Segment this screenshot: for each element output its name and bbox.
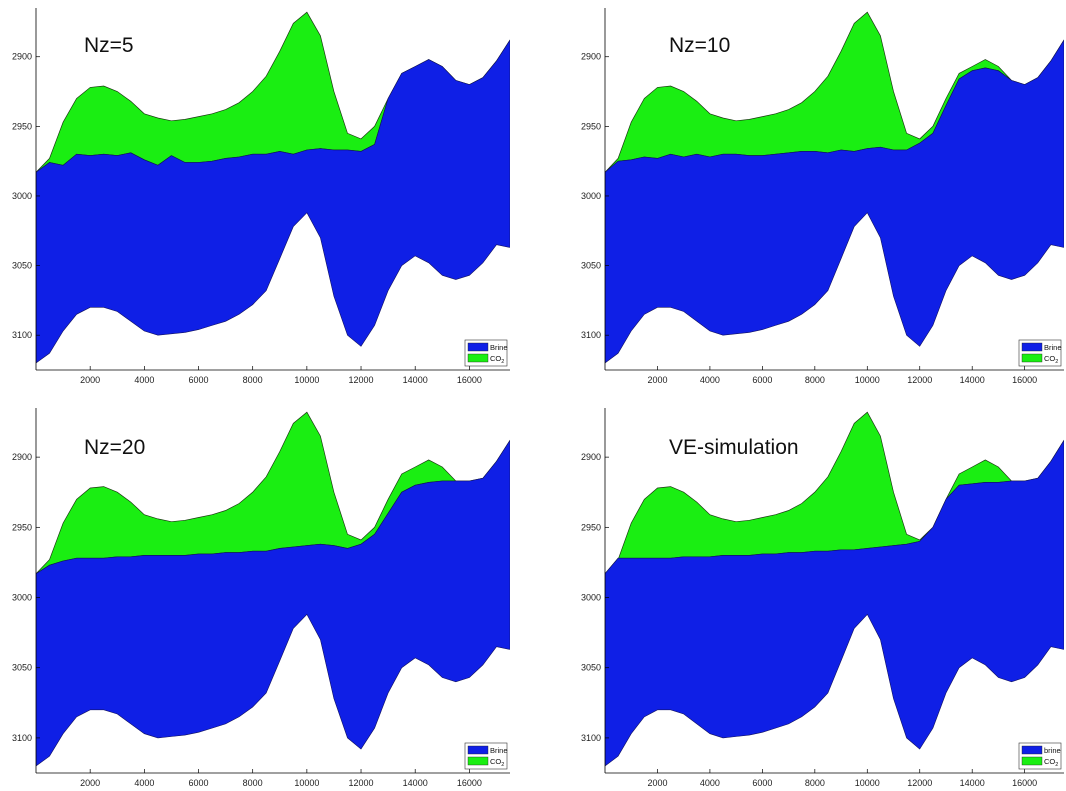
- chart-panel-3: 2000 4000 6000 8000 10000 12000 14000 16000 2900…: [12, 408, 510, 788]
- y-tick-label: 2950: [581, 121, 601, 131]
- legend-label: Brine: [1044, 343, 1062, 352]
- x-tick-label: 6000: [752, 778, 772, 788]
- x-tick-label: 12000: [907, 778, 932, 788]
- x-tick-label: 8000: [243, 778, 263, 788]
- legend-swatch: [467, 353, 489, 363]
- x-tick-label: 2000: [647, 778, 667, 788]
- panel-title: Nz=20: [84, 436, 145, 459]
- legend-label: CO2: [490, 354, 504, 365]
- chart-panel-2: 2000 4000 6000 8000 10000 12000 14000 16000 2900…: [581, 8, 1064, 385]
- plot-area: [605, 11, 1064, 364]
- y-tick-label: 3100: [12, 733, 32, 743]
- legend-label: CO2: [1044, 354, 1058, 365]
- x-tick-label: 2000: [80, 778, 100, 788]
- legend-label: brine: [1044, 746, 1061, 755]
- y-tick-label: 2900: [581, 52, 601, 62]
- legend-swatch: [467, 745, 489, 755]
- x-tick-label: 16000: [1012, 375, 1037, 385]
- y-tick-label: 3000: [12, 593, 32, 603]
- y-tick-label: 3100: [12, 330, 32, 340]
- y-tick-label: 2900: [581, 452, 601, 462]
- panel-title: Nz=5: [84, 34, 134, 57]
- x-tick-label: 10000: [294, 375, 319, 385]
- x-tick-label: 14000: [960, 778, 985, 788]
- y-tick-label: 3050: [581, 261, 601, 271]
- legend: Brine CO2: [1018, 339, 1062, 367]
- x-tick-label: 12000: [907, 375, 932, 385]
- brine-area: [605, 39, 1064, 364]
- y-tick-label: 3000: [581, 191, 601, 201]
- y-tick-label: 3050: [581, 663, 601, 673]
- x-tick-label: 10000: [855, 778, 880, 788]
- x-tick-label: 14000: [403, 375, 428, 385]
- plot-area: [605, 411, 1064, 767]
- x-tick-label: 10000: [294, 778, 319, 788]
- legend-swatch: [1021, 745, 1043, 755]
- y-tick-label: 2950: [12, 121, 32, 131]
- legend-label: Brine: [490, 343, 508, 352]
- x-tick-label: 8000: [805, 778, 825, 788]
- x-tick-label: 12000: [349, 375, 374, 385]
- x-tick-label: 14000: [403, 778, 428, 788]
- panel-title: Nz=10: [669, 34, 730, 57]
- x-tick-label: 14000: [960, 375, 985, 385]
- y-tick-label: 3100: [581, 733, 601, 743]
- legend: Brine CO2: [464, 742, 508, 770]
- x-tick-label: 6000: [188, 375, 208, 385]
- legend-swatch: [467, 342, 489, 352]
- x-tick-label: 8000: [243, 375, 263, 385]
- chart-panel-1: 2000 4000 6000 8000 10000 12000 14000 16000 2900…: [12, 8, 510, 385]
- plot-area: [36, 411, 510, 767]
- x-tick-label: 8000: [805, 375, 825, 385]
- brine-area: [36, 439, 510, 767]
- x-tick-label: 6000: [752, 375, 772, 385]
- x-tick-label: 2000: [80, 375, 100, 385]
- x-tick-label: 4000: [700, 778, 720, 788]
- y-tick-label: 3050: [12, 261, 32, 271]
- panel-title: VE-simulation: [669, 436, 799, 459]
- legend-swatch: [1021, 756, 1043, 766]
- legend: brine CO2: [1018, 742, 1062, 770]
- y-tick-label: 2950: [581, 522, 601, 532]
- x-tick-label: 10000: [855, 375, 880, 385]
- legend-label: Brine: [490, 746, 508, 755]
- legend-swatch: [1021, 342, 1043, 352]
- legend-swatch: [1021, 353, 1043, 363]
- y-tick-label: 3000: [12, 191, 32, 201]
- x-tick-label: 12000: [349, 778, 374, 788]
- plot-area: [36, 11, 510, 364]
- legend-label: CO2: [1044, 757, 1058, 768]
- y-tick-label: 3050: [12, 663, 32, 673]
- y-tick-label: 3000: [581, 593, 601, 603]
- x-tick-label: 6000: [188, 778, 208, 788]
- x-tick-label: 16000: [457, 375, 482, 385]
- y-tick-label: 2900: [12, 52, 32, 62]
- brine-area: [36, 39, 510, 364]
- x-tick-label: 16000: [457, 778, 482, 788]
- brine-area: [605, 439, 1064, 767]
- legend-label: CO2: [490, 757, 504, 768]
- y-tick-label: 2900: [12, 452, 32, 462]
- x-tick-label: 4000: [700, 375, 720, 385]
- y-tick-label: 2950: [12, 522, 32, 532]
- legend: Brine CO2: [464, 339, 508, 367]
- legend-swatch: [467, 756, 489, 766]
- x-tick-label: 4000: [134, 778, 154, 788]
- x-tick-label: 2000: [647, 375, 667, 385]
- y-tick-label: 3100: [581, 330, 601, 340]
- chart-panel-4: 2000 4000 6000 8000 10000 12000 14000 16000 2900…: [581, 408, 1064, 788]
- x-tick-label: 4000: [134, 375, 154, 385]
- x-tick-label: 16000: [1012, 778, 1037, 788]
